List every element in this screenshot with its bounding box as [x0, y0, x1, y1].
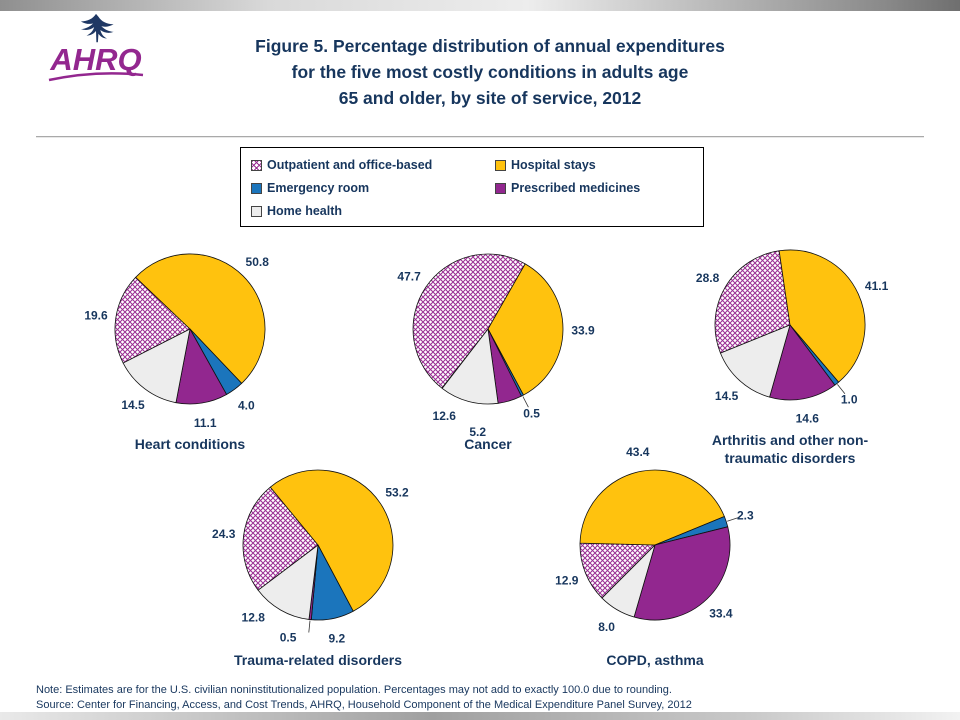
pie-copd-asthma: 12.9 43.4 2.3 33.4 8.0 [555, 445, 754, 634]
legend-item-home-health: Home health [251, 204, 495, 218]
bottom-gradient-bar [0, 712, 960, 720]
legend-label-hospital-stays: Hospital stays [511, 158, 596, 172]
chart-arthritis: 28.8 41.1 1.0 14.6 14.5 Arthritis and other … [640, 218, 940, 467]
pie-arthritis: 28.8 41.1 1.0 14.6 14.5 [696, 249, 889, 426]
chart-heart-conditions: 19.6 50.8 4.0 11.1 14.5 Heart conditions [40, 222, 340, 454]
legend-swatch-hospital-stays [495, 159, 506, 171]
legend-item-hospital-stays: Hospital stays [495, 158, 693, 172]
value-label: 41.1 [865, 279, 889, 293]
value-label: 0.5 [280, 631, 297, 645]
figure-title-line-3: 65 and older, by site of service, 2012 [338, 88, 642, 108]
label-leader-line [308, 620, 311, 633]
value-label: 12.8 [242, 611, 266, 625]
chart-title-arthritis: Arthritis and other non-traumatic disord… [711, 432, 869, 466]
legend-swatch-emergency-room [251, 182, 262, 194]
pie-slice [122, 328, 191, 404]
pie-cancer: 47.7 33.9 0.5 5.2 12.6 [397, 253, 595, 439]
label-leader-line [522, 396, 529, 408]
label-leader-line [837, 384, 846, 395]
chart-trauma: 24.3 53.2 9.2 0.5 12.8 Trauma-related disord… [168, 438, 468, 670]
chart-copd-asthma: 12.9 43.4 2.3 33.4 8.0 COPD, asthma [505, 438, 805, 670]
pie-slice [487, 263, 564, 396]
figure-title-line-1: Figure 5. Percentage distribution of ann… [255, 36, 725, 56]
pie-heart-conditions: 19.6 50.8 4.0 11.1 14.5 [84, 253, 270, 430]
chart-title-trauma: Trauma-related disorders [233, 652, 403, 668]
horizontal-divider [36, 136, 924, 138]
pie-slice [601, 544, 656, 618]
legend-label-outpatient: Outpatient and office-based [267, 158, 433, 172]
legend-label-emergency-room: Emergency room [267, 181, 370, 195]
value-label: 0.5 [523, 407, 540, 421]
ahrq-logo: AHRQ [40, 12, 152, 82]
pie-slice [135, 253, 266, 384]
value-label: 33.9 [571, 323, 595, 337]
value-label: 24.3 [212, 527, 236, 541]
value-label: 47.7 [397, 269, 421, 283]
top-gradient-bar [0, 0, 960, 11]
value-label: 53.2 [385, 485, 409, 499]
legend-item-emergency-room: Emergency room [251, 181, 495, 195]
value-label: 4.0 [238, 399, 255, 413]
value-label: 33.4 [709, 607, 733, 621]
chart-title-heart-conditions: Heart conditions [134, 436, 246, 452]
pie-slice [778, 249, 866, 383]
pie-slice [269, 469, 394, 612]
pie-slice [769, 324, 836, 401]
figure-title: Figure 5. Percentage distribution of ann… [150, 33, 830, 111]
value-label: 14.5 [121, 398, 145, 412]
pie-slice [114, 276, 191, 364]
legend-swatch-prescribed-medicines [495, 182, 506, 194]
legend-item-prescribed-medicines: Prescribed medicines [495, 181, 693, 195]
value-label: 12.6 [433, 409, 457, 423]
pie-slice [242, 486, 319, 591]
chart-title-copd-asthma: COPD, asthma [606, 652, 704, 668]
pie-slice [579, 469, 725, 546]
legend-swatch-home-health [251, 205, 262, 217]
pie-slice [633, 526, 731, 621]
source-line: Source: Center for Financing, Access, an… [36, 698, 692, 711]
footnotes: Note: Estimates are for the U.S. civilia… [36, 683, 692, 712]
value-label: 2.3 [737, 509, 754, 523]
value-label: 50.8 [246, 255, 270, 269]
hhs-eagle-icon [80, 13, 114, 43]
legend-label-prescribed-medicines: Prescribed medicines [511, 181, 641, 195]
pie-slice [714, 250, 791, 354]
pie-slice [720, 324, 791, 398]
value-label: 14.5 [715, 389, 739, 403]
figure-title-line-2: for the five most costly conditions in a… [291, 62, 689, 82]
value-label: 8.0 [598, 620, 615, 634]
label-leader-line [727, 517, 739, 522]
pie-slice [412, 253, 526, 389]
pie-slice [257, 544, 319, 620]
note-line: Note: Estimates are for the U.S. civilia… [36, 684, 672, 696]
value-label: 43.4 [626, 445, 650, 459]
value-label: 5.2 [469, 425, 486, 439]
value-label: 12.9 [555, 573, 579, 587]
legend-item-outpatient: Outpatient and office-based [251, 158, 495, 172]
value-label: 9.2 [328, 631, 345, 645]
chart-legend: Outpatient and office-based Hospital sta… [240, 147, 704, 227]
value-label: 11.1 [194, 416, 217, 430]
value-label: 19.6 [84, 309, 108, 323]
logo-swoosh-icon [48, 72, 144, 82]
value-label: 14.6 [796, 412, 820, 426]
ahrq-logo-text: AHRQ [50, 42, 142, 77]
value-label: 1.0 [841, 393, 858, 407]
pie-slice [579, 542, 656, 599]
chart-title-cancer: Cancer [464, 436, 512, 452]
pie-slice [441, 328, 499, 405]
legend-swatch-outpatient [251, 159, 262, 171]
legend-label-home-health: Home health [267, 204, 343, 218]
chart-cancer: 47.7 33.9 0.5 5.2 12.6 Cancer [338, 222, 638, 454]
pie-trauma: 24.3 53.2 9.2 0.5 12.8 [212, 469, 409, 645]
value-label: 28.8 [696, 271, 720, 285]
